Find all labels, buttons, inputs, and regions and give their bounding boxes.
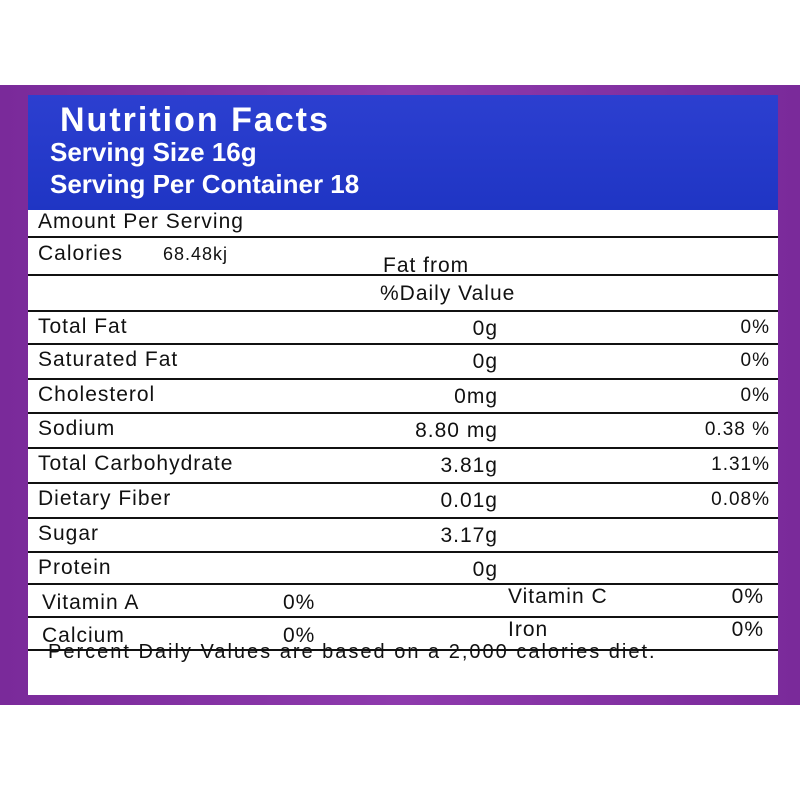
vitamin-name: Iron (508, 618, 549, 641)
nutrient-name: Saturated Fat (38, 348, 179, 371)
nutrition-label: Nutrition Facts Serving Size 16g Serving… (28, 95, 778, 695)
cell: 68.48kj (163, 244, 229, 264)
nutrient-name: Sodium (38, 417, 116, 440)
nutrient-amount: 0g (472, 558, 498, 581)
nutrient-amount: 3.81g (440, 454, 498, 477)
daily-value: 1.31% (711, 454, 770, 475)
vitamin-name: Calcium (42, 624, 125, 647)
row: Cholesterol 0mg 0% (28, 380, 778, 414)
cell: Calories (38, 242, 124, 265)
nutrient-name: Protein (38, 556, 112, 579)
nutrient-amount: 0g (472, 317, 498, 340)
nutrient-amount: 0mg (454, 385, 498, 408)
label-header: Nutrition Facts Serving Size 16g Serving… (28, 95, 778, 210)
row: Protein 0g (28, 553, 778, 585)
vitamin-value: 0% (283, 591, 316, 614)
nutrient-amount: 3.17g (440, 524, 498, 547)
cell: %Daily Value (380, 282, 516, 305)
title: Nutrition Facts (60, 101, 330, 139)
nutrient-amount: 0g (472, 350, 498, 373)
nutrient-name: Total Fat (38, 315, 128, 338)
vitamin-value: 0% (283, 624, 316, 647)
vitamin-name: Vitamin C (508, 585, 608, 608)
nutrient-name: Total Carbohydrate (38, 452, 234, 475)
daily-value: 0% (740, 385, 770, 406)
row: Sodium 8.80 mg 0.38 % (28, 414, 778, 449)
daily-value: 0% (740, 350, 770, 371)
row: %Daily Value (28, 276, 778, 312)
vitamin-value: 0% (731, 618, 764, 641)
row: Calories 68.48kj Fat from (28, 238, 778, 277)
row: Dietary Fiber 0.01g 0.08% (28, 484, 778, 519)
nutrient-amount: 8.80 mg (415, 419, 498, 442)
vitamin-value: 0% (731, 585, 764, 608)
cell: Fat from (383, 254, 470, 277)
row: Calcium 0% Iron 0% (28, 618, 778, 651)
row: Total Carbohydrate 3.81g 1.31% (28, 449, 778, 484)
nutrient-name: Dietary Fiber (38, 487, 172, 510)
serving-size: Serving Size 16g (50, 137, 257, 167)
nutrient-amount: 0.01g (440, 489, 498, 512)
nutrient-name: Cholesterol (38, 383, 156, 406)
row: Sugar 3.17g (28, 519, 778, 553)
daily-value: 0.38 % (704, 419, 770, 440)
row: Vitamin A 0% Vitamin C 0% (28, 585, 778, 618)
footnote: Percent Daily Values are based on a 2,00… (48, 641, 657, 663)
servings-per-container: Serving Per Container 18 (50, 169, 360, 199)
daily-value: 0.08% (711, 489, 770, 510)
row: Amount Per Serving (28, 208, 778, 238)
daily-value: 0% (740, 317, 770, 338)
cell: Amount Per Serving (38, 210, 244, 233)
row: Total Fat 0g 0% (28, 312, 778, 345)
vitamin-name: Vitamin A (42, 591, 140, 614)
nutrient-name: Sugar (38, 522, 100, 545)
row: Saturated Fat 0g 0% (28, 345, 778, 380)
